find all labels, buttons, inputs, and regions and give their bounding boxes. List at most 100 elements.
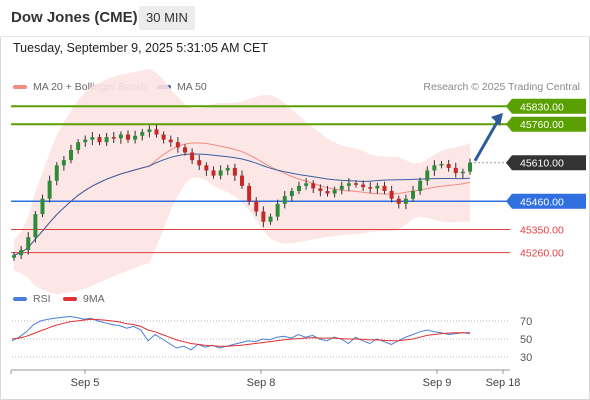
candle-body-11 <box>83 139 88 143</box>
candle-body-24 <box>175 142 180 148</box>
candle-body-54 <box>389 190 394 199</box>
x-tick-label-1: Sep 5 <box>71 377 100 389</box>
candle-6 <box>47 175 52 203</box>
candle-body-8 <box>61 160 66 166</box>
price-tag-bg-2 <box>506 116 586 132</box>
candle-41 <box>297 181 301 195</box>
candle-body-5 <box>40 198 45 215</box>
candle-body-60 <box>432 165 437 171</box>
candle-16 <box>118 131 123 144</box>
candle-39 <box>282 190 287 209</box>
legend-swatch-ma9 <box>63 297 77 302</box>
candle-body-31 <box>225 167 230 171</box>
scenario-arrow-head <box>491 112 503 126</box>
candle-body-28 <box>204 165 209 171</box>
candle-body-65 <box>468 162 472 172</box>
candle-body-16 <box>118 134 123 139</box>
candle-43 <box>311 180 316 194</box>
candle-body-35 <box>254 201 259 212</box>
legend-rsi: RSI <box>13 293 51 305</box>
scenario-arrow-shaft <box>473 118 501 162</box>
candle-62 <box>446 159 451 172</box>
candle-1 <box>12 252 16 261</box>
price-tag-bg-1 <box>506 98 586 114</box>
candle-body-56 <box>403 198 408 204</box>
candle-23 <box>168 135 173 147</box>
candle-body-33 <box>240 175 244 186</box>
candle-60 <box>432 160 437 176</box>
candle-34 <box>247 182 252 206</box>
candle-57 <box>411 185 415 202</box>
candle-body-59 <box>425 170 430 181</box>
candle-21 <box>154 124 159 138</box>
price-tag-3: 45610.00 <box>506 155 586 171</box>
x-axis: Sep 5 Sep 8 Sep 9 Sep 18 <box>10 369 521 389</box>
ma50-line <box>13 153 471 256</box>
candle-18 <box>133 130 138 144</box>
candle-59 <box>425 166 430 186</box>
candle-58 <box>418 177 423 195</box>
candle-body-50 <box>361 184 366 188</box>
candle-body-55 <box>396 198 401 204</box>
candle-body-23 <box>168 139 173 143</box>
candle-52 <box>375 182 380 194</box>
price-level-layer <box>11 105 510 254</box>
price-level-label-5: 45350.00 <box>520 224 564 236</box>
x-tick-label-4: Sep 18 <box>486 377 521 389</box>
candle-body-39 <box>282 196 287 204</box>
candle-53 <box>382 181 387 195</box>
candle-28 <box>204 162 209 176</box>
candle-65 <box>468 158 472 175</box>
candle-body-36 <box>261 211 266 222</box>
candle-45 <box>325 185 330 197</box>
candle-14 <box>104 132 109 147</box>
candle-46 <box>332 186 337 198</box>
candle-body-29 <box>211 170 216 176</box>
candle-33 <box>240 170 244 189</box>
candle-51 <box>368 182 373 194</box>
candle-body-52 <box>375 185 380 189</box>
candle-body-51 <box>368 187 373 189</box>
candle-9 <box>69 144 73 164</box>
candle-body-41 <box>297 185 301 191</box>
candle-24 <box>175 137 180 153</box>
candle-body-57 <box>411 190 415 199</box>
legend-label-ma50: MA 50 <box>177 81 207 93</box>
candle-26 <box>190 148 195 165</box>
candle-body-46 <box>332 189 337 194</box>
candle-49 <box>354 180 358 188</box>
candle-body-49 <box>354 183 358 185</box>
candle-body-26 <box>190 152 195 161</box>
price-tag-4: 45460.00 <box>506 193 586 209</box>
timeframe-button[interactable]: 30 MIN <box>139 6 195 30</box>
price-tag-2: 45760.00 <box>506 116 586 132</box>
moving-average-layer <box>13 142 471 256</box>
candle-body-48 <box>346 183 351 186</box>
rsi-line <box>11 315 471 351</box>
rsi-ma9-line <box>11 318 470 347</box>
candle-47 <box>339 181 344 195</box>
candle-body-62 <box>446 164 451 168</box>
candle-55 <box>396 195 401 209</box>
candle-63 <box>453 162 458 178</box>
candle-37 <box>268 213 273 225</box>
candle-body-14 <box>104 137 109 143</box>
candle-48 <box>346 178 351 192</box>
price-tag-label-3: 45610.00 <box>520 158 564 170</box>
price-tag-bg-4 <box>506 193 586 209</box>
candle-body-2 <box>19 250 24 256</box>
candle-17 <box>126 130 130 143</box>
candle-54 <box>389 185 394 203</box>
chart-header: Dow Jones (CME) 30 MIN <box>0 0 590 37</box>
legend-label-ma9: 9MA <box>83 293 105 305</box>
candle-body-47 <box>339 185 344 190</box>
candle-11 <box>83 135 88 147</box>
candle-body-38 <box>275 203 280 217</box>
candle-29 <box>211 166 216 179</box>
candle-12 <box>90 131 95 146</box>
candle-body-17 <box>126 134 130 140</box>
candle-13 <box>97 133 102 146</box>
candle-5 <box>40 194 45 218</box>
candle-22 <box>161 131 166 144</box>
